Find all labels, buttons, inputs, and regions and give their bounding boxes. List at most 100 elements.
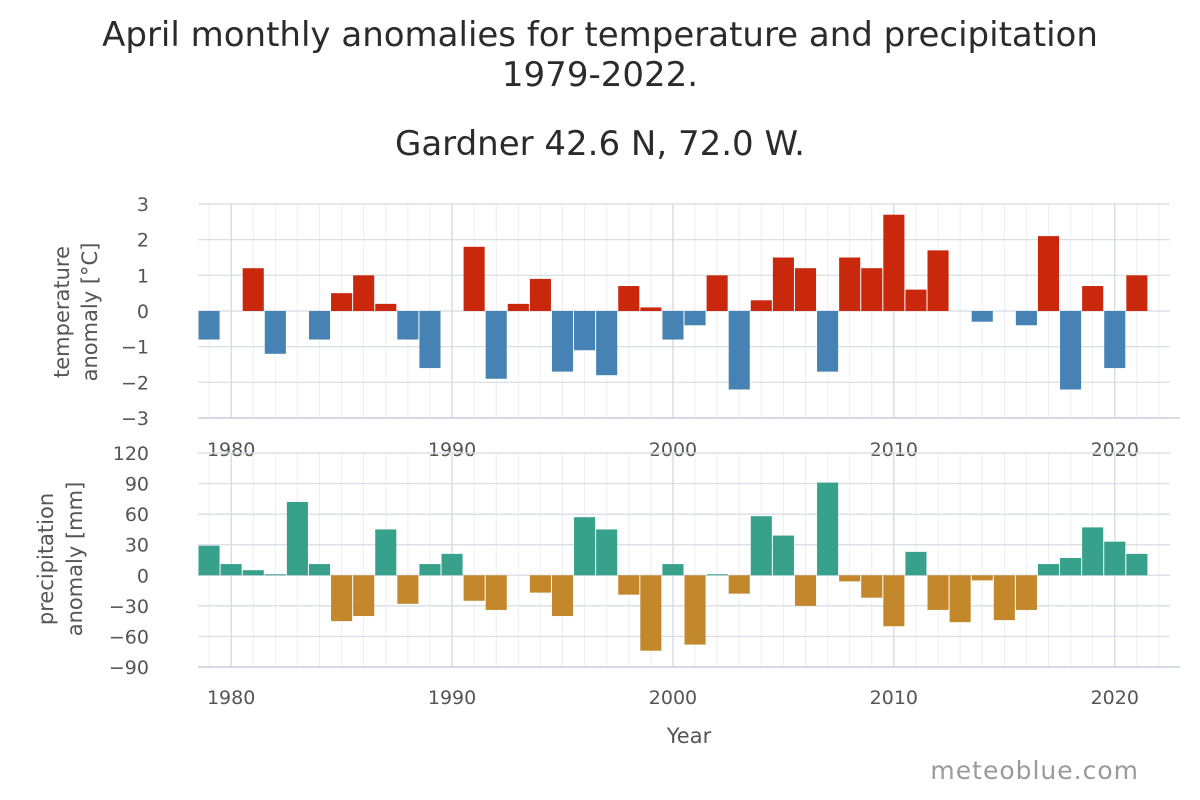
temperature-bar bbox=[1037, 236, 1060, 311]
precipitation-y-tick-label: 30 bbox=[125, 535, 149, 557]
precipitation-bar bbox=[242, 570, 264, 576]
precipitation-bar bbox=[485, 575, 507, 610]
temperature-bar bbox=[308, 311, 331, 340]
precipitation-x-tick-label: 2000 bbox=[649, 687, 697, 709]
precipitation-bar bbox=[1037, 564, 1060, 576]
precipitation-bar bbox=[375, 529, 397, 576]
precipitation-bar bbox=[993, 575, 1015, 621]
temperature-y-tick-label: −2 bbox=[121, 372, 149, 394]
precipitation-bar bbox=[331, 575, 353, 622]
precipitation-bar bbox=[794, 575, 817, 606]
temperature-x-tick-label: 1990 bbox=[428, 439, 476, 461]
temperature-x-tick-label: 2020 bbox=[1091, 439, 1139, 461]
precipitation-bar bbox=[640, 575, 662, 651]
precipitation-bar bbox=[353, 575, 375, 617]
precipitation-bar bbox=[1082, 527, 1104, 576]
precipitation-bar bbox=[618, 575, 640, 595]
temperature-bar bbox=[618, 286, 640, 311]
temperature-bar bbox=[419, 311, 441, 369]
precipitation-bar bbox=[1060, 557, 1082, 576]
temperature-bar bbox=[463, 246, 485, 311]
temperature-panel: 3 2 1 0 −1 −2 −3 1980 1990 2000 2010 2020 temperat… bbox=[50, 194, 1180, 461]
precipitation-bar bbox=[1015, 575, 1037, 610]
temperature-bar bbox=[817, 311, 839, 372]
temperature-y-ticks: 3 2 1 0 −1 −2 −3 bbox=[121, 194, 149, 430]
precipitation-bar bbox=[861, 575, 883, 598]
precipitation-y-tick-label: −30 bbox=[109, 596, 149, 618]
precipitation-bar bbox=[463, 575, 485, 601]
precipitation-bar bbox=[839, 575, 861, 582]
temperature-x-tick-label: 2000 bbox=[649, 439, 697, 461]
x-axis-label: Year bbox=[666, 724, 712, 748]
temperature-ylabel-line-1: temperature bbox=[50, 246, 74, 378]
precipitation-bar bbox=[1126, 553, 1148, 576]
precipitation-y-tick-label: −90 bbox=[109, 657, 149, 679]
temperature-bar bbox=[242, 268, 264, 311]
temperature-bar bbox=[706, 275, 728, 311]
temperature-y-tick-label: 0 bbox=[137, 301, 149, 323]
precipitation-bar bbox=[927, 575, 949, 610]
precipitation-bar bbox=[441, 553, 463, 576]
precipitation-x-ticks: 1980 1990 2000 2010 2020 bbox=[207, 687, 1139, 709]
precipitation-x-tick-label: 2010 bbox=[870, 687, 918, 709]
temperature-bar bbox=[1015, 311, 1037, 326]
temperature-y-tick-label: −1 bbox=[121, 337, 149, 359]
temperature-x-tick-label: 1980 bbox=[207, 439, 255, 461]
precipitation-bar bbox=[419, 564, 441, 576]
precipitation-bar bbox=[286, 501, 308, 576]
precipitation-ylabel-line-1: precipitation bbox=[34, 493, 58, 625]
precipitation-bar bbox=[397, 575, 419, 604]
temperature-bar bbox=[375, 303, 397, 311]
precipitation-bar bbox=[1104, 541, 1126, 576]
temperature-y-tick-label: 1 bbox=[137, 265, 149, 287]
precipitation-y-tick-label: −60 bbox=[109, 626, 149, 648]
precipitation-bar bbox=[198, 545, 220, 576]
temperature-bar bbox=[574, 311, 596, 351]
precipitation-bar bbox=[772, 535, 794, 576]
precipitation-y-tick-label: 120 bbox=[113, 443, 149, 465]
temperature-bar bbox=[772, 257, 794, 311]
precipitation-x-tick-label: 2020 bbox=[1091, 687, 1139, 709]
precipitation-ylabel-line-2: anomaly [mm] bbox=[63, 482, 87, 637]
precipitation-x-tick-label: 1980 bbox=[207, 687, 255, 709]
precipitation-bar bbox=[662, 564, 684, 576]
temperature-bar bbox=[198, 311, 220, 340]
temperature-bar bbox=[1060, 311, 1082, 390]
precipitation-bar bbox=[574, 517, 596, 576]
temperature-bar bbox=[485, 311, 507, 379]
precipitation-y-tick-label: 0 bbox=[137, 565, 149, 587]
precipitation-panel: 120 90 60 30 0 −30 −60 −90 1980 1990 2000 2010 2020… bbox=[34, 443, 1180, 748]
temperature-y-tick-label: 2 bbox=[137, 230, 149, 252]
temperature-bar bbox=[883, 214, 905, 311]
temperature-bar bbox=[750, 300, 772, 311]
precipitation-y-ticks: 120 90 60 30 0 −30 −60 −90 bbox=[109, 443, 149, 679]
temperature-bar bbox=[839, 257, 861, 311]
precipitation-bar bbox=[220, 564, 242, 576]
precipitation-y-tick-label: 90 bbox=[125, 474, 149, 496]
chart-title-line-2: 1979-2022. bbox=[501, 55, 699, 95]
temperature-x-tick-label: 2010 bbox=[870, 439, 918, 461]
precipitation-y-tick-label: 60 bbox=[125, 504, 149, 526]
temperature-bar bbox=[596, 311, 618, 376]
temperature-bar bbox=[331, 293, 353, 311]
temperature-bar bbox=[264, 311, 286, 354]
precipitation-bar bbox=[949, 575, 971, 623]
temperature-bar bbox=[1126, 275, 1148, 311]
temperature-bar bbox=[353, 275, 375, 311]
precipitation-bar bbox=[706, 574, 728, 576]
temperature-bars bbox=[198, 214, 1148, 390]
temperature-y-tick-label: 3 bbox=[137, 194, 149, 216]
temperature-bar bbox=[640, 307, 662, 311]
temperature-bar bbox=[684, 311, 706, 326]
credit-watermark: meteoblue.com bbox=[930, 756, 1139, 785]
temperature-bar bbox=[905, 289, 927, 311]
temperature-bar bbox=[794, 268, 817, 311]
temperature-bar bbox=[971, 311, 993, 322]
temperature-ylabel-line-2: anomaly [°C] bbox=[78, 243, 102, 382]
temperature-bar bbox=[662, 311, 684, 340]
precipitation-bar bbox=[596, 529, 618, 576]
precipitation-bar bbox=[551, 575, 574, 617]
temperature-bar bbox=[397, 311, 419, 340]
precipitation-bar bbox=[905, 551, 927, 576]
